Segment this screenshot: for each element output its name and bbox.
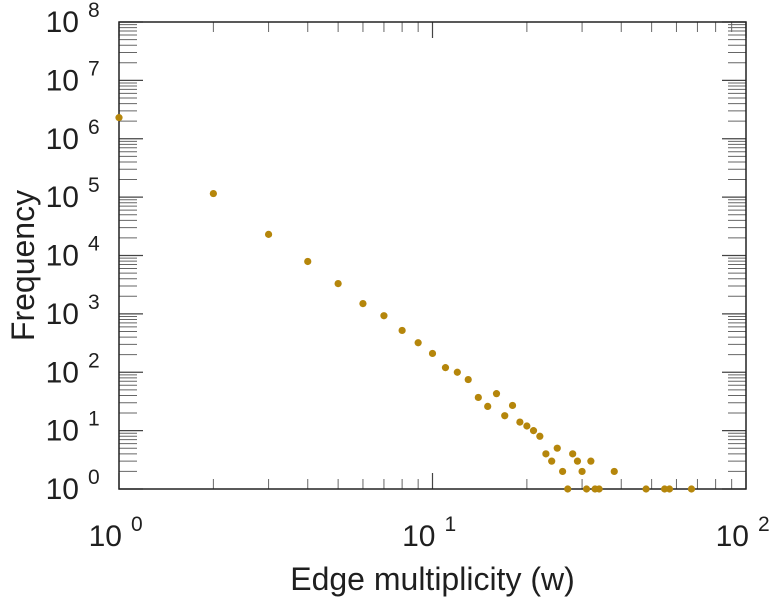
data-point bbox=[687, 485, 696, 493]
data-point bbox=[665, 485, 674, 493]
data-point bbox=[642, 485, 650, 493]
data-points bbox=[115, 114, 696, 493]
data-point bbox=[474, 393, 482, 402]
data-point bbox=[542, 450, 550, 458]
y-tick-label-exponent: 5 bbox=[88, 174, 100, 197]
y-tick-label-exponent: 1 bbox=[88, 408, 100, 431]
data-point bbox=[595, 485, 603, 493]
data-point bbox=[582, 485, 591, 493]
x-tick-label-base: 10 bbox=[402, 520, 435, 553]
data-point bbox=[610, 467, 618, 476]
data-point bbox=[529, 427, 538, 435]
data-point bbox=[441, 364, 450, 372]
data-point bbox=[209, 189, 217, 198]
y-tick-label-exponent: 2 bbox=[88, 349, 100, 372]
y-tick-label-exponent: 8 bbox=[88, 0, 100, 22]
x-tick-label-base: 10 bbox=[716, 520, 749, 553]
data-point bbox=[484, 402, 492, 411]
data-point bbox=[558, 467, 567, 476]
x-tick-label-exponent: 1 bbox=[445, 513, 457, 536]
data-point bbox=[398, 326, 406, 335]
data-point bbox=[564, 485, 572, 493]
y-tick-label-exponent: 6 bbox=[88, 116, 100, 139]
y-tick-label-base: 10 bbox=[46, 123, 79, 156]
data-point bbox=[334, 280, 342, 288]
data-point bbox=[523, 422, 531, 430]
y-tick-label-base: 10 bbox=[46, 64, 79, 97]
major-ticks bbox=[118, 21, 747, 490]
y-tick-labels: 10 0 10 1 10 2 10 3 10 4 10 5 10 6 10 7 10 8 bbox=[46, 0, 100, 506]
y-tick-label-base: 10 bbox=[46, 240, 79, 273]
data-point bbox=[587, 457, 595, 465]
data-point bbox=[264, 230, 273, 238]
x-tick-labels: 10 0 10 1 10 2 bbox=[89, 513, 770, 553]
y-tick-label-base: 10 bbox=[46, 473, 79, 506]
y-tick-label-base: 10 bbox=[46, 356, 79, 389]
data-point bbox=[464, 375, 472, 384]
y-tick-label-base: 10 bbox=[46, 181, 79, 214]
data-point bbox=[453, 368, 461, 376]
data-point bbox=[492, 390, 501, 398]
data-point bbox=[573, 457, 582, 465]
data-point bbox=[304, 257, 312, 266]
data-point bbox=[548, 457, 556, 465]
y-tick-label-exponent: 4 bbox=[88, 233, 100, 256]
y-tick-label-exponent: 3 bbox=[88, 291, 100, 314]
data-point bbox=[578, 467, 586, 476]
data-point bbox=[501, 412, 509, 420]
y-tick-label-base: 10 bbox=[46, 298, 79, 331]
data-point bbox=[536, 432, 544, 440]
x-tick-label-exponent: 0 bbox=[131, 513, 143, 536]
y-axis-title: Frequency bbox=[5, 190, 41, 341]
data-point bbox=[516, 418, 524, 426]
data-point bbox=[428, 349, 437, 358]
data-point bbox=[380, 312, 388, 320]
data-point bbox=[115, 114, 123, 122]
y-tick-label-exponent: 7 bbox=[88, 57, 100, 80]
plot-frame bbox=[118, 21, 747, 490]
y-tick-label-base: 10 bbox=[46, 6, 79, 39]
data-point bbox=[553, 444, 561, 452]
y-tick-label-exponent: 0 bbox=[88, 466, 100, 489]
x-tick-label-base: 10 bbox=[89, 520, 122, 553]
x-tick-label-exponent: 2 bbox=[758, 513, 770, 536]
data-point bbox=[569, 450, 577, 458]
minor-ticks bbox=[119, 22, 746, 489]
x-axis-title: Edge multiplicity (w) bbox=[290, 561, 575, 597]
data-point bbox=[508, 401, 517, 410]
data-point bbox=[359, 299, 367, 308]
data-point bbox=[414, 339, 422, 347]
y-tick-label-base: 10 bbox=[46, 415, 79, 448]
